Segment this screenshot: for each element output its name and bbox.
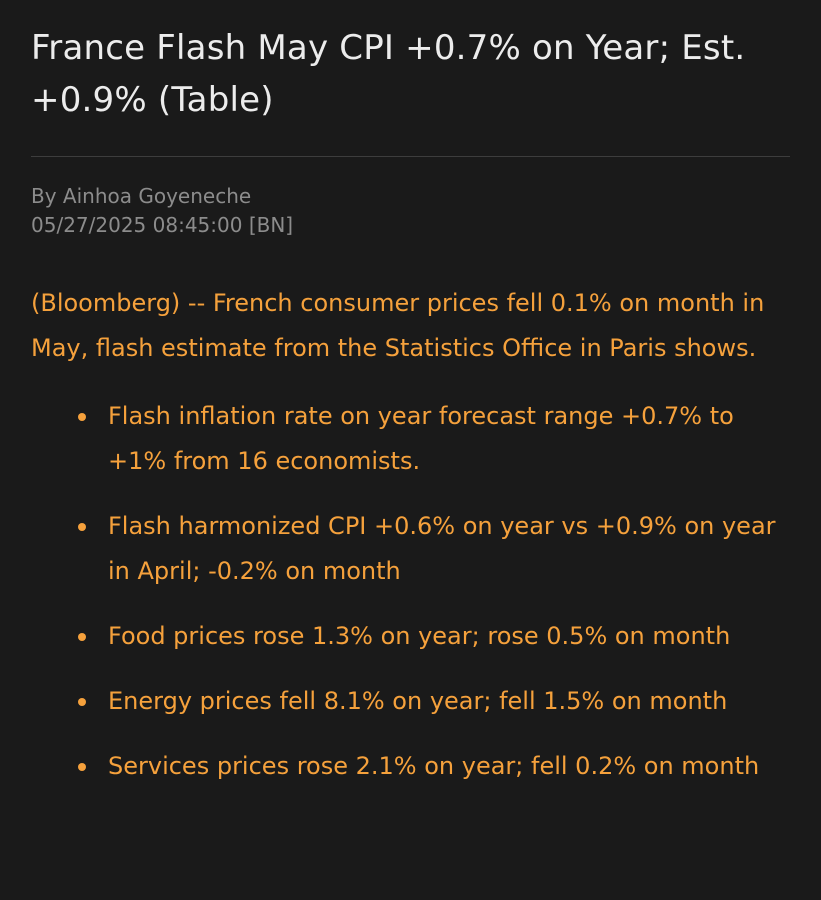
article-headline: France Flash May CPI +0.7% on Year; Est.… [31, 28, 746, 120]
author-byline[interactable]: By Ainhoa Goyeneche [31, 184, 252, 208]
bullet-text: Flash inflation rate on year forecast ra… [108, 402, 734, 475]
headline-divider [31, 156, 790, 157]
bullet-text: Services prices rose 2.1% on year; fell … [108, 752, 760, 780]
bullet-text: Food prices rose 1.3% on year; rose 0.5%… [108, 622, 731, 650]
bullet-dot-icon [78, 763, 86, 771]
bullet-item: Flash inflation rate on year forecast ra… [31, 394, 791, 484]
bullet-text: Energy prices fell 8.1% on year; fell 1.… [108, 687, 728, 715]
publish-timestamp: 05/27/2025 08:45:00 [BN] [31, 213, 294, 237]
bullet-dot-icon [78, 523, 86, 531]
bullet-dot-icon [78, 633, 86, 641]
article-meta: By Ainhoa Goyeneche 05/27/2025 08:45:00 … [31, 182, 790, 240]
bullet-list: Flash inflation rate on year forecast ra… [31, 394, 791, 789]
bullet-item: Food prices rose 1.3% on year; rose 0.5%… [31, 614, 791, 659]
bullet-text: Flash harmonized CPI +0.6% on year vs +0… [108, 512, 776, 585]
bullet-item: Services prices rose 2.1% on year; fell … [31, 744, 791, 789]
bullet-item: Energy prices fell 8.1% on year; fell 1.… [31, 679, 791, 724]
article-lede: (Bloomberg) -- French consumer prices fe… [31, 289, 765, 362]
bullet-dot-icon [78, 413, 86, 421]
bullet-item: Flash harmonized CPI +0.6% on year vs +0… [31, 504, 791, 594]
bullet-dot-icon [78, 698, 86, 706]
